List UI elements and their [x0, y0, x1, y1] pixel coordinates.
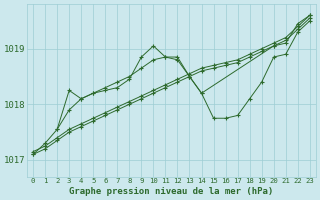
X-axis label: Graphe pression niveau de la mer (hPa): Graphe pression niveau de la mer (hPa) — [69, 187, 274, 196]
